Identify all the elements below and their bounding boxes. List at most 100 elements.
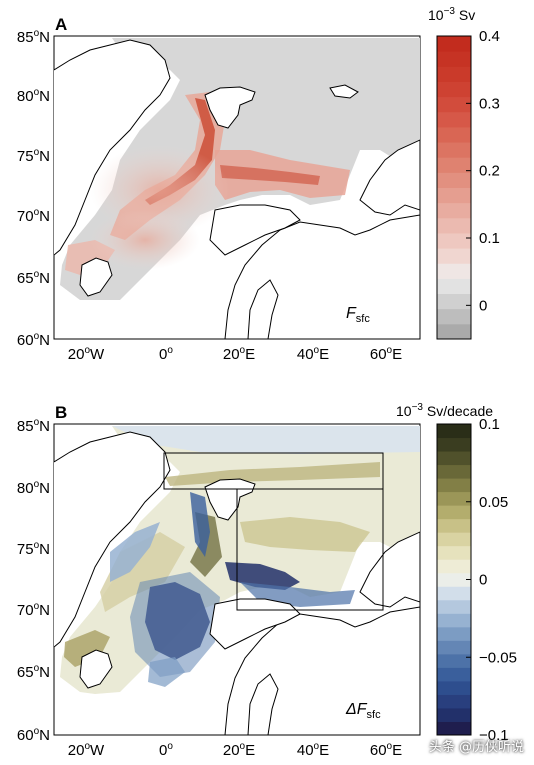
colorbar-swatch-a xyxy=(437,142,471,158)
colorbar-swatch-a xyxy=(437,126,471,143)
coast-svalbard-a xyxy=(204,86,256,129)
colorbar-swatch-a xyxy=(437,172,471,188)
colorbar-swatch-a xyxy=(437,308,471,325)
panel-letter-a: A xyxy=(55,15,67,34)
colorbar-tick-label-b: −0.1 xyxy=(479,727,509,744)
colorbar-tick-label-a: 0.2 xyxy=(479,163,500,180)
colorbar-swatch-a xyxy=(437,323,471,340)
box-barents xyxy=(236,488,384,611)
y-tick-80-a: 80oN xyxy=(17,87,50,105)
x-tick-20e-b: 20oE xyxy=(223,741,255,759)
blue-band-west-b xyxy=(110,522,160,582)
colorbar-ticks-a: 0.4 0.3 0.2 0.1 0 xyxy=(466,28,500,314)
colorbar-swatch-a xyxy=(437,36,471,52)
panel-b-svg: 85oN 80oN 75oN 70oN 65oN 60oN 20oW 0o 20… xyxy=(17,402,517,759)
x-tick-40e-a: 40oE xyxy=(297,345,329,363)
x-axis-a: 20oW 0o 20oE 40oE 60oE xyxy=(68,345,402,363)
y-tick-75-b: 75oN xyxy=(17,540,50,558)
colorbar-tick-label-b: 0 xyxy=(479,572,487,589)
colorbar-tick-label-a: 0.3 xyxy=(479,95,500,112)
x-axis-b: 20oW 0o 20oE 40oE 60oE xyxy=(68,741,402,759)
colorbar-tick-label-b: 0.05 xyxy=(479,494,508,511)
watermark: 头条 @历侠听说 xyxy=(428,740,524,755)
colorbar-swatch-a xyxy=(437,248,471,264)
colorbar-swatch-b xyxy=(437,518,471,533)
colorbar-swatches-a xyxy=(437,36,471,340)
colorbar-title-b: 10−3 Sv/decade xyxy=(396,402,493,419)
colorbar-swatch-a xyxy=(437,51,471,67)
coast-novaya-a xyxy=(359,139,420,216)
colorbar-swatch-b xyxy=(437,545,471,560)
coast-bothnia-a xyxy=(247,279,279,339)
colorbar-tick-label-a: 0 xyxy=(479,297,487,314)
coast-scandinavia-a xyxy=(209,204,301,256)
colorbar-swatches-b xyxy=(437,424,471,736)
coast-iceland-a xyxy=(79,257,113,297)
colorbar-a: 10−3 Sv 0.4 0.3 0.2 0.1 0 xyxy=(428,6,500,340)
colorbar-swatch-a xyxy=(437,96,471,113)
y-axis-b: 85oN 80oN 75oN 70oN 65oN 60oN xyxy=(17,417,50,744)
colorbar-swatch-b xyxy=(437,424,471,439)
colorbar-swatch-b xyxy=(437,626,471,641)
x-tick-0-a: 0o xyxy=(159,345,173,363)
pink-diffuse-a2 xyxy=(90,210,200,270)
x-tick-20e-a: 20oE xyxy=(223,345,255,363)
colorbar-swatch-a xyxy=(437,232,471,249)
y-tick-60-a: 60oN xyxy=(17,331,50,349)
colorbar-swatch-a xyxy=(437,81,471,98)
coast-franz-a xyxy=(329,84,359,99)
colorbar-swatch-a xyxy=(437,293,471,310)
colorbar-swatch-b xyxy=(437,680,471,695)
variable-label-b: ΔFsfc xyxy=(345,701,381,721)
x-tick-20w-b: 20oW xyxy=(68,741,105,759)
olive-band-barents-b xyxy=(240,517,370,552)
coast-bothnia-b xyxy=(247,673,279,735)
y-tick-85-a: 85oN xyxy=(17,28,50,46)
colorbar-swatch-a xyxy=(437,111,471,128)
y-axis-a: 85oN 80oN 75oN 70oN 65oN 60oN xyxy=(17,28,50,349)
panel-letter-b: B xyxy=(55,403,67,422)
colorbar-ticks-b: 0.1 0.05 0 −0.05 −0.1 xyxy=(466,416,517,744)
colorbar-swatch-b xyxy=(437,667,471,682)
variable-label-a: Fsfc xyxy=(346,305,370,325)
map-fields-a xyxy=(54,38,420,339)
panel-b: 85oN 80oN 75oN 70oN 65oN 60oN 20oW 0o 20… xyxy=(0,382,534,765)
colorbar-swatch-a xyxy=(437,278,471,295)
y-tick-85-b: 85oN xyxy=(17,417,50,435)
colorbar-swatch-a xyxy=(437,187,471,204)
colorbar-swatch-a xyxy=(437,157,471,173)
colorbar-swatch-b xyxy=(437,721,471,736)
blue-band-norway-b xyxy=(130,572,220,677)
colorbar-tick-label-b: −0.05 xyxy=(479,649,517,666)
colorbar-swatch-b xyxy=(437,532,471,547)
y-tick-65-a: 65oN xyxy=(17,269,50,287)
colorbar-frame-a xyxy=(436,35,472,340)
map-fields-b xyxy=(54,426,420,735)
y-tick-70-b: 70oN xyxy=(17,601,50,619)
x-tick-40e-b: 40oE xyxy=(297,741,329,759)
colorbar-swatch-b xyxy=(437,694,471,709)
y-tick-60-b: 60oN xyxy=(17,726,50,744)
colorbar-swatch-b xyxy=(437,451,471,466)
colorbar-swatch-b xyxy=(437,491,471,506)
colorbar-swatch-b xyxy=(437,586,471,601)
colorbar-swatch-b xyxy=(437,437,471,452)
colorbar-swatch-b xyxy=(437,464,471,479)
y-tick-70-a: 70oN xyxy=(17,207,50,225)
colorbar-swatch-b xyxy=(437,505,471,520)
colorbar-swatch-b xyxy=(437,653,471,668)
coast-greenland-a xyxy=(54,39,171,256)
colorbar-tick-label-a: 0.4 xyxy=(479,28,500,45)
colorbar-b: 10−3 Sv/decade 0.1 0.05 0 −0.05 −0.1 xyxy=(396,402,517,744)
x-tick-60e-b: 60oE xyxy=(370,741,402,759)
colorbar-title-a: 10−3 Sv xyxy=(428,6,475,23)
colorbar-swatch-b xyxy=(437,707,471,722)
olive-band-north-b xyxy=(165,462,380,486)
y-tick-80-b: 80oN xyxy=(17,479,50,497)
blue-spot-lower-b xyxy=(148,657,185,687)
colorbar-swatch-a xyxy=(437,217,471,234)
coast-greenland-b xyxy=(54,431,171,648)
y-tick-75-a: 75oN xyxy=(17,147,50,165)
x-tick-0-b: 0o xyxy=(159,741,173,759)
coast-scandinavia-b xyxy=(209,598,301,650)
